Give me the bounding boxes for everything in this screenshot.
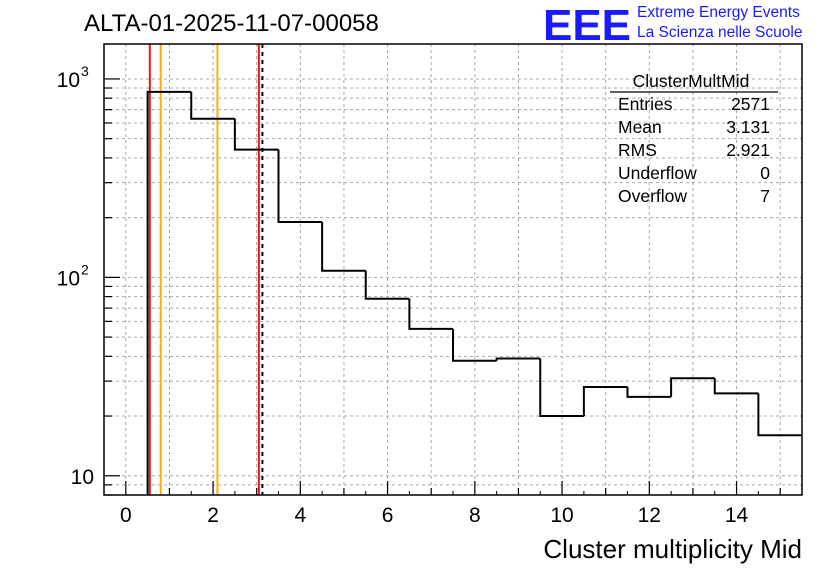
logo-line-2: La Scienza nelle Scuole (637, 24, 803, 41)
grid-layer (104, 44, 802, 496)
x-tick-label: 2 (207, 504, 219, 527)
x-axis-label: Cluster multiplicity Mid (543, 534, 802, 564)
plot-frame (103, 43, 803, 496)
histogram-bin (670, 377, 715, 397)
x-tick-label: 4 (294, 504, 306, 527)
x-tick-label: 12 (638, 504, 661, 527)
stats-rms-value: 2.921 (726, 140, 770, 160)
logo-line-1: Extreme Energy Events (637, 4, 800, 21)
stats-overflow-label: Overflow (618, 186, 687, 206)
stats-box: ClusterMultMid Entries 2571 Mean 3.131 R… (610, 71, 778, 206)
stats-mean-label: Mean (618, 117, 662, 137)
y-tick-exponent: 3 (81, 63, 89, 79)
histogram-bin (408, 298, 453, 330)
stats-overflow-value: 7 (760, 186, 770, 206)
stats-underflow-label: Underflow (618, 163, 697, 183)
y-tick-label: 10 (57, 69, 80, 92)
x-tick-label: 14 (725, 504, 749, 527)
histogram-bin (452, 328, 497, 362)
histogram-bins (146, 90, 802, 495)
histogram-bin (582, 386, 628, 417)
histogram-bin (364, 270, 410, 300)
histogram-bin (277, 149, 323, 224)
histogram-bin (626, 387, 672, 398)
stats-entries-value: 2571 (731, 94, 770, 114)
stats-underflow-value: 0 (760, 163, 770, 183)
histogram-bin (146, 90, 192, 495)
histogram-bin (190, 91, 235, 120)
y-tick-exponent: 2 (81, 261, 89, 277)
chart-title: ALTA-01-2025-11-07-00058 (84, 10, 379, 37)
eee-logo-letters: EEE (543, 2, 631, 44)
marker-lines (148, 44, 264, 495)
x-tick-label: 6 (382, 504, 394, 527)
eee-logo-text: Extreme Energy Events La Scienza nelle S… (637, 3, 802, 43)
x-tick-label: 0 (120, 504, 132, 527)
stats-box-title: ClusterMultMid (633, 71, 750, 91)
stats-entries-label: Entries (618, 94, 673, 114)
histogram-bin (233, 118, 279, 151)
stats-rms-label: RMS (618, 140, 657, 160)
histogram-bin (713, 378, 759, 395)
histogram-bin (757, 393, 802, 437)
x-tick-label: 8 (469, 504, 481, 527)
x-tick-label: 10 (550, 504, 573, 527)
y-tick-label: 10 (71, 466, 94, 489)
histogram-bin (321, 222, 366, 272)
y-tick-label: 10 (57, 267, 80, 290)
histogram-bin (495, 357, 541, 361)
stats-mean-value: 3.131 (726, 117, 770, 137)
eee-logo: EEE (543, 2, 631, 44)
histogram-bin (539, 358, 584, 418)
